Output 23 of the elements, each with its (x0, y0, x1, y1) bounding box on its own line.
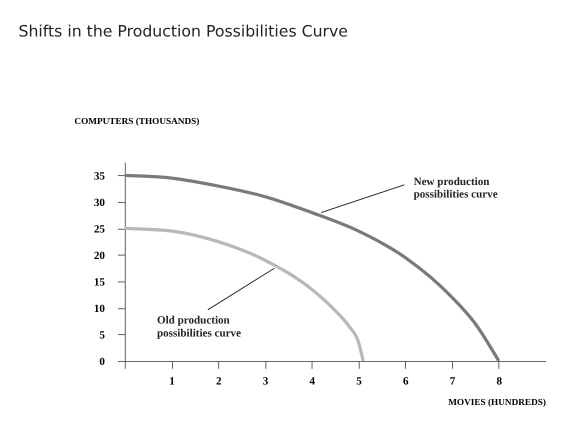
annotation: Old production possibilities curve (156, 314, 242, 340)
x-tick-label: 5 (356, 376, 362, 388)
x-axis-title: MOVIES (HUNDREDS) (448, 396, 546, 407)
x-tick-label: 7 (450, 376, 456, 388)
x-tick-label: 6 (402, 376, 409, 388)
y-tick-label: 20 (94, 250, 106, 262)
y-tick-label: 10 (94, 303, 106, 316)
x-tick-label: 3 (262, 376, 269, 388)
x-tick-label: 4 (309, 376, 316, 388)
y-tick-label: 0 (99, 356, 106, 368)
line-series (123, 174, 500, 363)
y-tick-label: 30 (94, 197, 106, 210)
y-tick-label: 5 (99, 330, 106, 342)
x-tick-label: 2 (216, 376, 222, 388)
chart-title: Shifts in the Production Possibilities Curve (18, 21, 348, 40)
x-tick-label: 8 (496, 376, 502, 388)
y-tick-label: 25 (94, 224, 106, 236)
y-axis-title: COMPUTERS (THOUSANDS) (74, 116, 200, 126)
line-series (123, 226, 365, 363)
y-tick-label: 35 (94, 170, 106, 183)
annotation: New production possibilities curve (414, 176, 498, 201)
x-tick-label: 1 (169, 376, 175, 388)
y-tick-label: 15 (94, 276, 106, 289)
